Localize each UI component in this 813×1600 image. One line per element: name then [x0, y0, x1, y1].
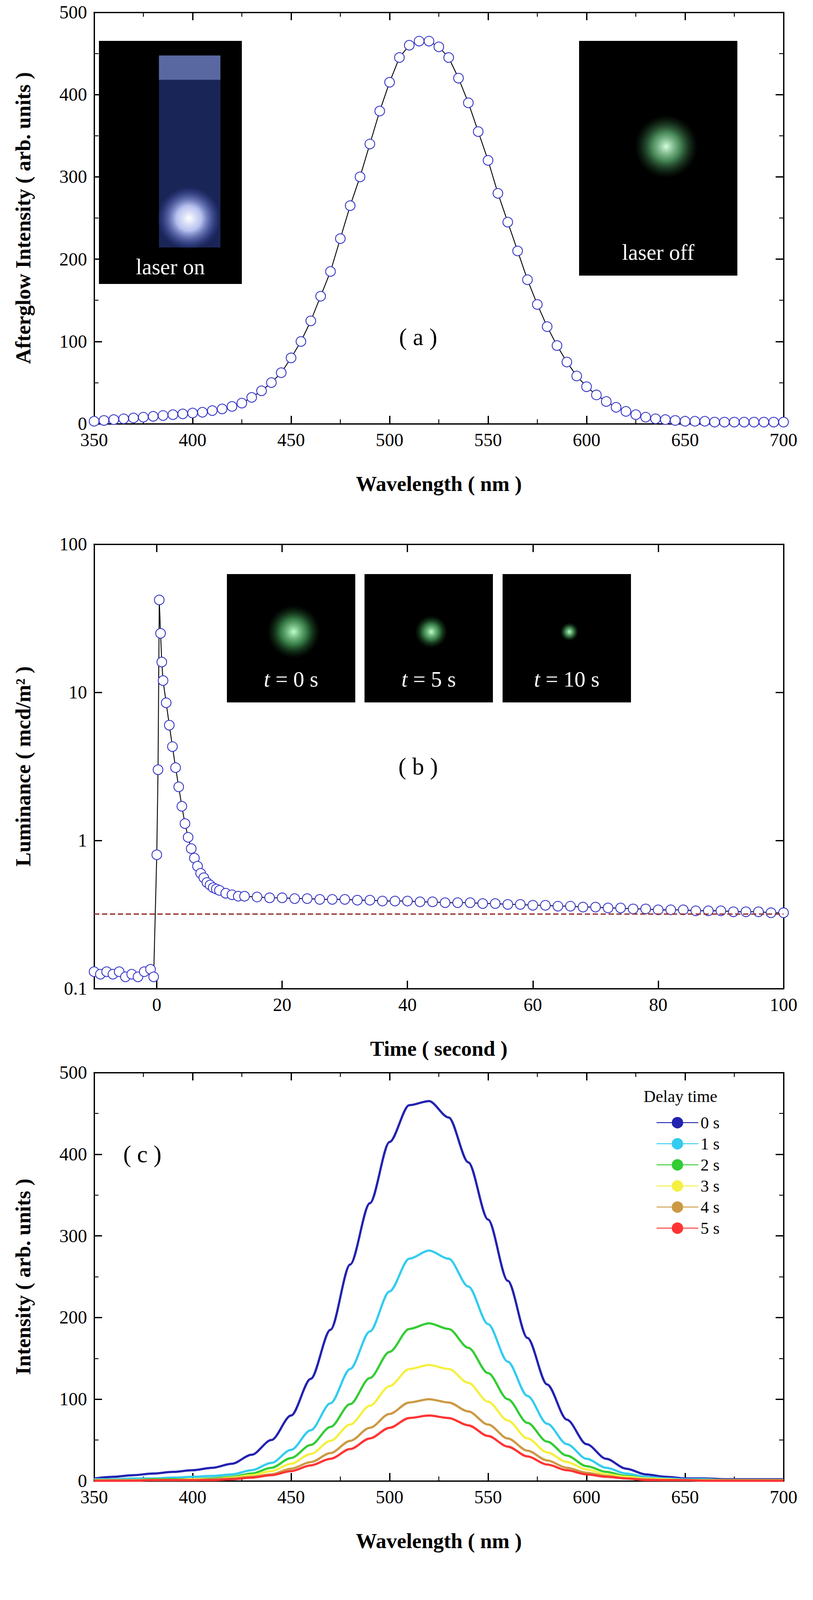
svg-text:550: 550: [474, 430, 503, 451]
svg-text:t: t: [533, 667, 541, 692]
svg-text:t: t: [401, 667, 409, 692]
svg-text:600: 600: [572, 430, 601, 451]
svg-text:500: 500: [375, 1487, 404, 1508]
svg-text:Time ( second ): Time ( second ): [370, 1037, 508, 1061]
svg-text:350: 350: [80, 430, 109, 451]
svg-text:300: 300: [59, 1226, 88, 1247]
svg-text:350: 350: [80, 1487, 109, 1508]
svg-text:= 10 s: = 10 s: [539, 667, 600, 692]
svg-text:650: 650: [671, 1487, 700, 1508]
svg-text:650: 650: [671, 430, 700, 451]
svg-text:( b ): ( b ): [398, 753, 438, 781]
svg-text:200: 200: [59, 249, 88, 270]
svg-text:0: 0: [77, 413, 88, 434]
svg-text:100: 100: [59, 1389, 88, 1410]
svg-text:10: 10: [68, 682, 88, 703]
svg-text:Intensity ( arb. units ): Intensity ( arb. units ): [11, 1178, 36, 1376]
svg-text:100: 100: [769, 995, 798, 1016]
svg-text:200: 200: [59, 1307, 88, 1328]
svg-text:2 s: 2 s: [700, 1155, 720, 1175]
svg-text:= 5 s: = 5 s: [407, 667, 456, 692]
svg-text:100: 100: [59, 534, 88, 555]
svg-text:550: 550: [474, 1487, 503, 1508]
svg-text:400: 400: [178, 1487, 207, 1508]
svg-text:laser off: laser off: [622, 240, 695, 265]
svg-text:( a ): ( a ): [398, 324, 438, 351]
svg-text:60: 60: [523, 995, 543, 1016]
svg-text:3 s: 3 s: [700, 1177, 720, 1196]
svg-text:0.1: 0.1: [64, 978, 88, 999]
svg-text:500: 500: [59, 1062, 88, 1083]
svg-text:20: 20: [273, 995, 292, 1016]
svg-text:0 s: 0 s: [700, 1113, 720, 1133]
svg-text:500: 500: [375, 430, 404, 451]
svg-text:0: 0: [152, 995, 162, 1016]
svg-text:Delay time: Delay time: [643, 1087, 718, 1106]
svg-text:40: 40: [398, 995, 417, 1016]
svg-text:450: 450: [277, 1487, 306, 1508]
svg-text:t: t: [263, 667, 271, 692]
svg-text:700: 700: [769, 1487, 798, 1508]
svg-text:4 s: 4 s: [700, 1198, 720, 1217]
svg-text:Afterglow Intensity ( arb. uni: Afterglow Intensity ( arb. units ): [11, 72, 36, 365]
svg-text:1 s: 1 s: [700, 1134, 720, 1154]
svg-text:= 0 s: = 0 s: [269, 667, 319, 692]
svg-text:0: 0: [77, 1471, 88, 1492]
svg-text:400: 400: [178, 430, 207, 451]
svg-text:5 s: 5 s: [700, 1219, 720, 1238]
svg-text:Luminance ( mcd/m² ): Luminance ( mcd/m² ): [11, 666, 36, 868]
svg-text:500: 500: [59, 2, 88, 23]
svg-text:400: 400: [59, 1144, 88, 1165]
svg-text:Wavelength ( nm ): Wavelength ( nm ): [355, 1529, 522, 1554]
svg-text:( c ): ( c ): [123, 1141, 162, 1168]
svg-text:80: 80: [648, 995, 668, 1016]
svg-text:300: 300: [59, 166, 88, 187]
svg-text:600: 600: [572, 1487, 601, 1508]
svg-text:Wavelength ( nm ): Wavelength ( nm ): [355, 472, 522, 496]
svg-text:400: 400: [59, 84, 88, 105]
svg-text:100: 100: [59, 331, 88, 352]
svg-text:laser on: laser on: [135, 254, 205, 280]
svg-text:700: 700: [769, 430, 798, 451]
svg-text:450: 450: [277, 430, 306, 451]
svg-text:1: 1: [77, 830, 88, 851]
